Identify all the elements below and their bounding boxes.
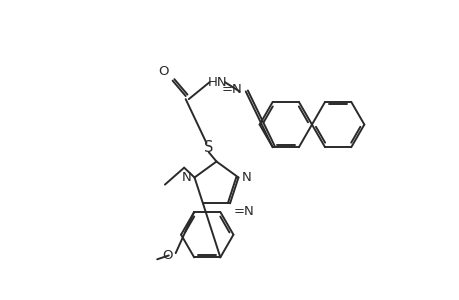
Text: O: O <box>162 249 172 262</box>
Text: S: S <box>204 140 213 155</box>
Text: =N: =N <box>234 205 254 218</box>
Text: =N: =N <box>221 83 242 96</box>
Text: HN: HN <box>207 76 227 89</box>
Text: N: N <box>241 171 251 184</box>
Text: O: O <box>158 65 168 78</box>
Text: N: N <box>181 171 191 184</box>
